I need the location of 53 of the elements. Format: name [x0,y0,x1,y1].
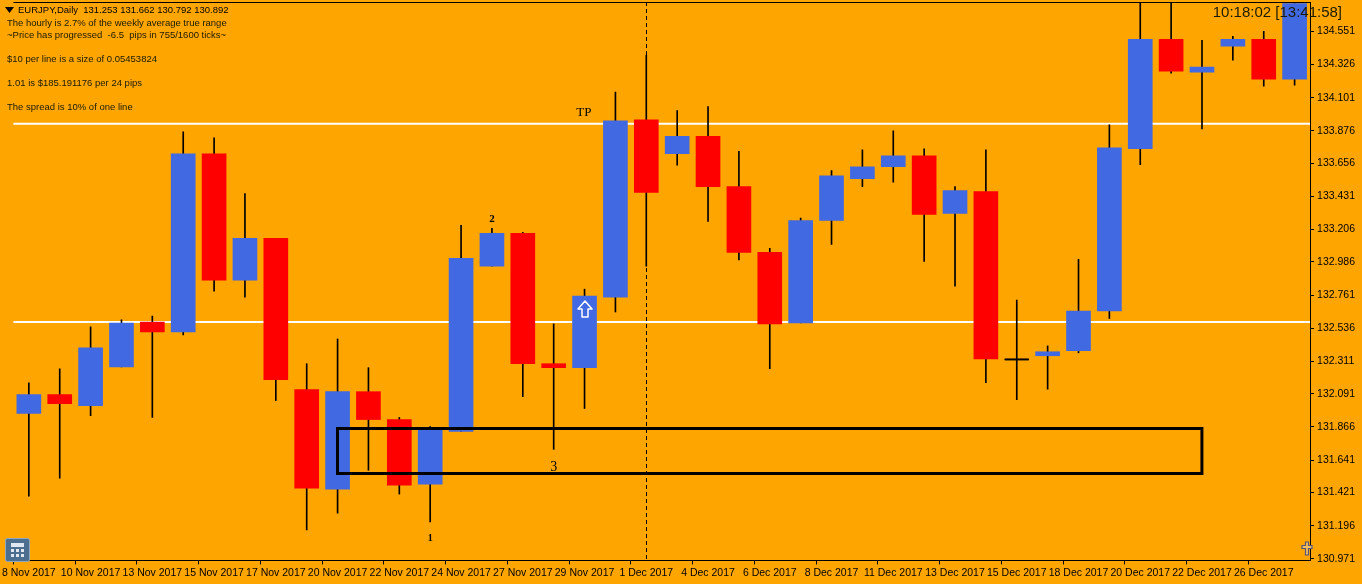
x-tick-label: 13 Nov 2017 [122,565,183,578]
x-tick-label: 11 Dec 2017 [863,565,923,578]
annotation: 3 [550,457,558,475]
candlestick [541,323,567,450]
y-tick-label: 133.656 [1317,156,1356,169]
candlestick [942,186,968,287]
annotation: The hourly is 2.7% of the weekly average true range [7,17,227,28]
y-tick-label: 131.866 [1317,419,1356,432]
x-tick-label: 22 Nov 2017 [369,565,430,578]
y-tick-label: 131.196 [1317,518,1356,531]
x-tick-label: 20 Nov 2017 [307,565,368,578]
annotation: 2 [489,211,495,225]
y-tick-label: 132.091 [1317,386,1356,399]
y-tick-label: 130.971 [1317,551,1356,564]
y-tick-label: 132.311 [1317,354,1355,367]
candlestick [16,382,42,497]
annotation: 1.01 is $185.191176 per 24 pips [7,77,143,88]
x-tick-label: 18 Dec 2017 [1048,565,1109,578]
y-tick-label: 131.641 [1317,452,1356,465]
x-tick-label: 27 Nov 2017 [493,565,553,578]
x-tick-label: 8 Nov 2017 [1,565,56,578]
x-tick-label: 4 Dec 2017 [681,565,736,578]
annotation: ~Price has progressed -6.5 pips in 755/1600 ticks~ [7,29,227,40]
x-tick-label: 13 Dec 2017 [925,565,985,578]
y-tick-label: 134.326 [1317,57,1356,70]
ref-line-label: TP [576,103,592,119]
x-tick-label: 1 Dec 2017 [619,565,674,578]
x-tick-label: 24 Nov 2017 [431,565,491,578]
annotation: The spread is 10% of one line [7,101,133,112]
y-tick-label: 132.761 [1317,287,1356,300]
x-tick-label: 10 Nov 2017 [60,565,121,578]
y-tick-label: 131.421 [1317,485,1356,498]
x-tick-label: 6 Dec 2017 [742,565,797,578]
y-tick-label: 132.536 [1317,321,1356,334]
x-tick-label: 8 Dec 2017 [804,565,859,578]
y-tick-label: 133.876 [1317,123,1356,136]
x-tick-label: 20 Dec 2017 [1110,565,1171,578]
chart-title: EURJPY,Daily 131.253 131.662 130.792 130.892 [18,4,229,16]
x-tick-label: 26 Dec 2017 [1233,565,1294,578]
x-tick-label: 22 Dec 2017 [1172,565,1232,578]
x-tick-label: 15 Dec 2017 [986,565,1047,578]
y-tick-label: 133.431 [1317,189,1356,202]
y-tick-label: 134.551 [1317,24,1356,37]
y-tick-label: 134.101 [1317,90,1356,103]
y-tick-label: 132.986 [1317,254,1356,267]
x-tick-label: 15 Nov 2017 [184,565,245,578]
annotation: 1 [427,532,433,544]
annotation: $10 per line is a size of 0.05453824 [7,53,157,64]
y-tick-label: 133.206 [1317,222,1356,235]
candlestick [47,368,73,479]
x-tick-label: 17 Nov 2017 [246,565,306,578]
candlestick [880,130,906,183]
x-tick-label: 29 Nov 2017 [554,565,615,578]
